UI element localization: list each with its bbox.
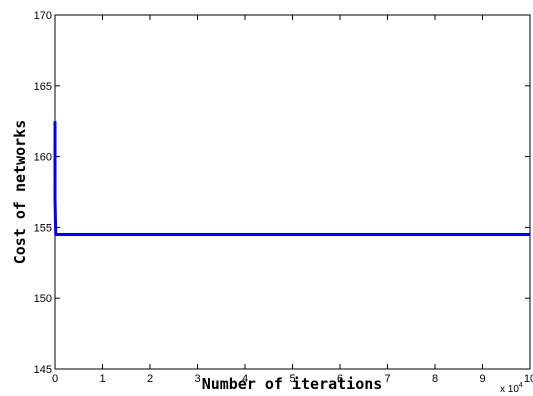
x-tick-label: 9 — [479, 373, 485, 385]
series-line — [53, 121, 530, 236]
x-tick-label: 7 — [384, 373, 390, 385]
x-tick-label: 0 — [52, 373, 58, 385]
y-tick-label: 145 — [34, 364, 52, 376]
x-axis-title: Number of iterations — [202, 375, 383, 393]
x-axis-multiplier-exponent: 4 — [519, 382, 523, 389]
y-tick-label: 150 — [34, 293, 52, 305]
y-tick-label: 155 — [34, 222, 52, 234]
x-axis-ticks: 0 1 2 3 4 5 6 7 8 9 10 — [52, 15, 533, 385]
y-axis-title: Cost of networks — [11, 120, 29, 265]
x-tick-label: 1 — [99, 373, 105, 385]
x-tick-label: 3 — [194, 373, 200, 385]
x-tick-label: 8 — [432, 373, 438, 385]
x-tick-label: 2 — [147, 373, 153, 385]
x-axis-multiplier-base: x 10 — [500, 384, 519, 395]
x-axis-multiplier: x 104 — [500, 382, 523, 395]
x-tick-label: 6 — [337, 373, 343, 385]
y-axis-ticks: 145 150 155 160 165 170 — [34, 10, 530, 376]
y-tick-label: 160 — [34, 152, 52, 164]
y-tick-label: 170 — [34, 10, 52, 22]
y-tick-label: 165 — [34, 81, 52, 93]
plot-area — [54, 14, 531, 370]
x-tick-label: 5 — [289, 373, 295, 385]
series-layer — [53, 121, 530, 236]
x-tick-label: 4 — [242, 373, 248, 385]
x-tick-label: 10 — [524, 373, 533, 385]
